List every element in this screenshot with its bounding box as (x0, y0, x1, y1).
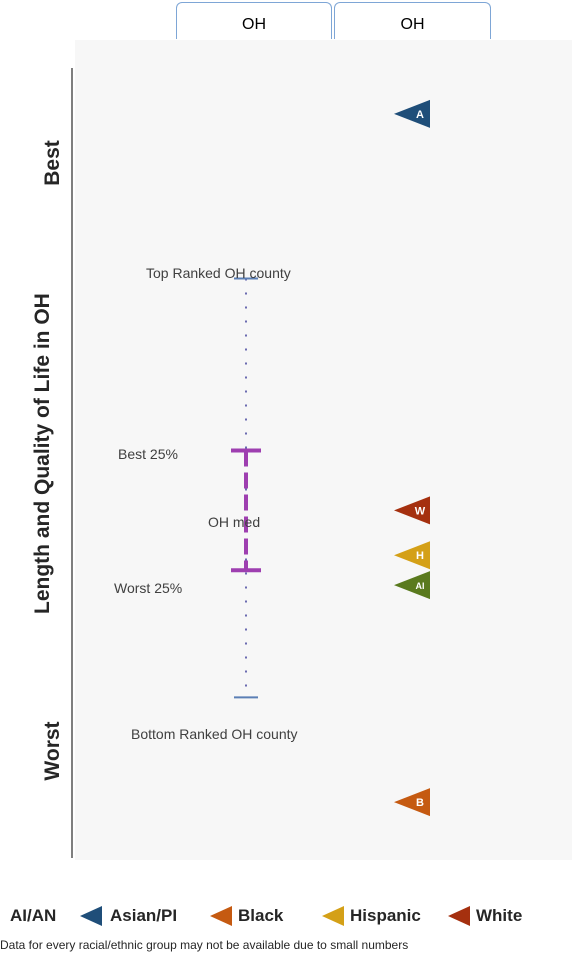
median-annotation: OH med (208, 514, 261, 530)
marker-label-asian-pi: A (416, 109, 424, 121)
marker-white: W (394, 496, 430, 525)
marker-hispanic: H (394, 541, 430, 570)
legend: AI/AN Asian/PI Black Hispanic White (0, 903, 572, 929)
marker-black: B (394, 788, 430, 817)
marker-triangle-ai-an (394, 571, 430, 600)
marker-asian-pi: A (394, 99, 430, 128)
marker-triangle-hispanic (394, 541, 430, 570)
marker-ai-an: AI (394, 571, 430, 600)
legend-label-asian-pi: Asian/PI (110, 906, 178, 925)
legend-label-ai-an: AI/AN (10, 906, 57, 925)
column-header-1: OH (176, 2, 332, 39)
chart-canvas: A W H AI B (231, 99, 430, 817)
plot-area (75, 40, 572, 860)
marker-label-white: W (415, 505, 426, 517)
marker-label-ai-an: AI (416, 581, 425, 591)
y-axis-line (71, 68, 73, 858)
footnote: Data for every racial/ethnic group may n… (0, 938, 409, 952)
top-ranked-annotation: Top Ranked OH county (146, 265, 291, 281)
legend-marker-hispanic (322, 906, 344, 926)
worst-25-annotation: Worst 25% (114, 580, 183, 596)
best-25-annotation: Best 25% (118, 446, 178, 462)
legend-marker-white (448, 906, 470, 926)
marker-label-black: B (416, 797, 424, 809)
marker-triangle-white (394, 496, 430, 525)
marker-label-hispanic: H (416, 550, 424, 562)
legend-label-white: White (476, 906, 523, 925)
legend-label-black: Black (238, 906, 284, 925)
legend-label-hispanic: Hispanic (350, 906, 421, 925)
marker-triangle-black (394, 788, 430, 817)
legend-marker-asian-pi (80, 906, 102, 926)
marker-triangle-asian-pi (394, 99, 430, 128)
bottom-ranked-annotation: Bottom Ranked OH county (131, 726, 298, 742)
column-header-2: OH (334, 2, 491, 39)
legend-marker-black (210, 906, 232, 926)
